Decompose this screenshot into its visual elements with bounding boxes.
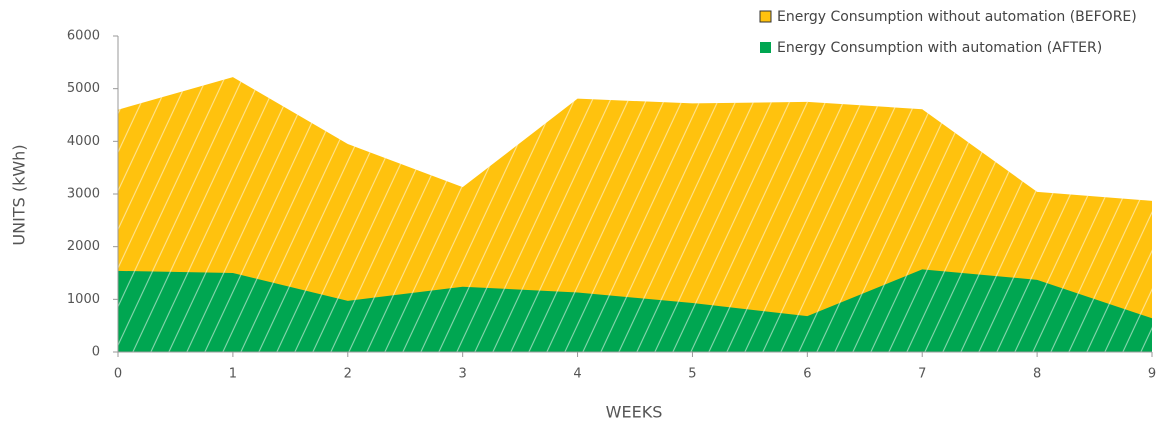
y-tick-label: 3000 — [67, 187, 100, 202]
legend-swatch — [760, 42, 771, 53]
x-tick-label: 0 — [114, 367, 122, 382]
y-tick-label: 0 — [92, 345, 100, 360]
x-tick-label: 7 — [918, 367, 926, 382]
x-axis-label: WEEKS — [606, 403, 663, 422]
area-hatch — [118, 269, 1152, 352]
x-tick-label: 6 — [803, 367, 811, 382]
x-tick-label: 4 — [573, 367, 581, 382]
y-tick-label: 5000 — [67, 81, 100, 96]
y-tick-label: 2000 — [67, 239, 100, 254]
x-tick-label: 1 — [229, 367, 237, 382]
y-tick-label: 6000 — [67, 29, 100, 44]
x-tick-label: 9 — [1148, 367, 1156, 382]
x-tick-label: 2 — [344, 367, 352, 382]
y-tick-label: 4000 — [67, 134, 100, 149]
y-tick-label: 1000 — [67, 292, 100, 307]
y-axis-label: UNITS (kWh) — [10, 144, 29, 245]
x-tick-label: 3 — [459, 367, 467, 382]
legend-swatch — [759, 10, 772, 23]
legend-label: Energy Consumption without automation (B… — [777, 9, 1137, 25]
legend-label: Energy Consumption with automation (AFTE… — [777, 40, 1102, 56]
x-tick-label: 5 — [688, 367, 696, 382]
x-tick-label: 8 — [1033, 367, 1041, 382]
